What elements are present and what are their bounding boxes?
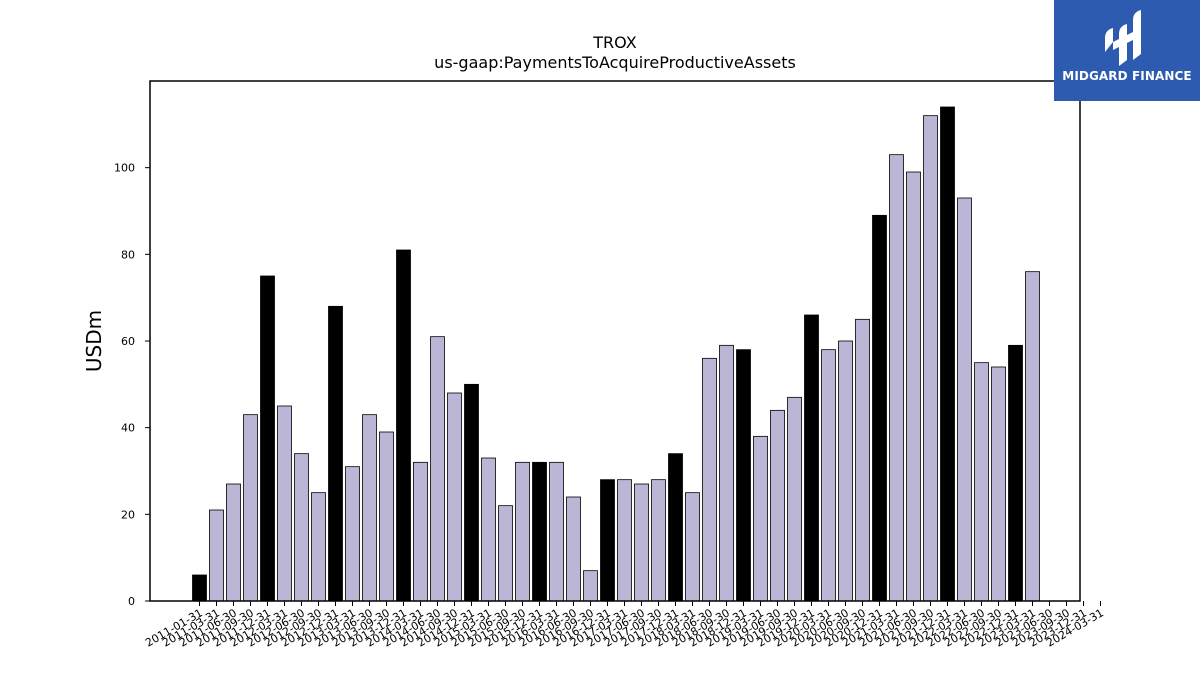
midgard-finance-logo: MIDGARD FINANCE	[1054, 0, 1200, 101]
bar-2020-12-31	[872, 214, 887, 602]
bar-2013-09-30	[379, 431, 394, 602]
y-axis-ticks: 0 20 40 60 80 100	[114, 162, 150, 608]
bar-2013-12-31	[396, 249, 411, 602]
bar-2014-03-31	[413, 461, 428, 602]
bars-group	[192, 106, 1040, 602]
bar-2022-03-31	[957, 197, 972, 602]
y-tick-label: 60	[121, 335, 135, 348]
bar-2018-12-31	[736, 349, 751, 602]
bar-2011-06-30	[226, 483, 241, 602]
bar-2014-12-31	[464, 383, 479, 602]
bar-2022-09-30	[991, 366, 1006, 602]
bar-2017-06-30	[634, 483, 649, 602]
bar-2012-03-31	[277, 405, 292, 602]
y-axis-label: USDm	[82, 310, 106, 372]
bar-2022-06-30	[974, 362, 989, 602]
bar-2011-09-30	[243, 414, 258, 602]
bar-2020-09-30	[855, 318, 870, 602]
bar-2019-06-30	[770, 409, 785, 602]
y-tick-label: 0	[128, 595, 135, 608]
bar-2021-03-31	[889, 154, 904, 602]
bar-2021-12-31	[940, 106, 955, 602]
bar-2020-06-30	[838, 340, 853, 602]
bar-2023-03-31	[1025, 271, 1040, 602]
y-tick-label: 80	[121, 248, 135, 261]
y-tick-label: 40	[121, 422, 135, 435]
bar-2012-06-30	[294, 453, 309, 602]
chart-subtitle: us-gaap:PaymentsToAcquireProductiveAsset…	[434, 53, 796, 72]
bar-2022-12-31	[1008, 344, 1023, 602]
bar-2012-12-31	[328, 305, 343, 602]
bar-2020-03-31	[821, 349, 836, 602]
bar-2017-03-31	[617, 479, 632, 602]
bar-2016-03-31	[549, 461, 564, 602]
midgard-logo-mark-icon	[1105, 10, 1141, 66]
bar-2016-06-30	[566, 496, 581, 602]
bar-2019-12-31	[804, 314, 819, 602]
bar-2011-03-31	[209, 509, 224, 602]
chart-title: TROX	[592, 33, 636, 52]
bar-2014-06-30	[430, 336, 445, 602]
bar-2019-03-31	[753, 435, 768, 602]
logo-text: MIDGARD FINANCE	[1062, 69, 1192, 83]
bar-2018-03-31	[685, 492, 700, 602]
y-tick-label: 20	[121, 508, 135, 521]
bar-2015-03-31	[481, 457, 496, 602]
bar-2013-03-31	[345, 466, 360, 602]
bar-2014-09-30	[447, 392, 462, 602]
x-axis-ticks: 2011-01-312011-03-312011-06-302011-09-30…	[143, 601, 1106, 650]
bar-2018-09-30	[719, 344, 734, 602]
bar-2016-09-30	[583, 570, 598, 602]
bar-2011-12-31	[260, 275, 275, 602]
bar-2021-06-30	[906, 171, 921, 602]
bar-2013-06-30	[362, 414, 377, 602]
bar-2021-09-30	[923, 115, 938, 602]
bar-2016-12-31	[600, 479, 615, 602]
y-tick-label: 100	[114, 162, 135, 175]
bar-2015-12-31	[532, 461, 547, 602]
bar-2015-06-30	[498, 505, 513, 602]
bar-2015-09-30	[515, 461, 530, 602]
bar-2019-09-30	[787, 396, 802, 602]
plot-frame	[149, 80, 1081, 602]
bar-2017-09-30	[651, 479, 666, 602]
bar-2018-06-30	[702, 357, 717, 602]
bar-2017-12-31	[668, 453, 683, 602]
bar-2012-09-30	[311, 492, 326, 602]
bar-2011-01-31	[192, 574, 207, 602]
